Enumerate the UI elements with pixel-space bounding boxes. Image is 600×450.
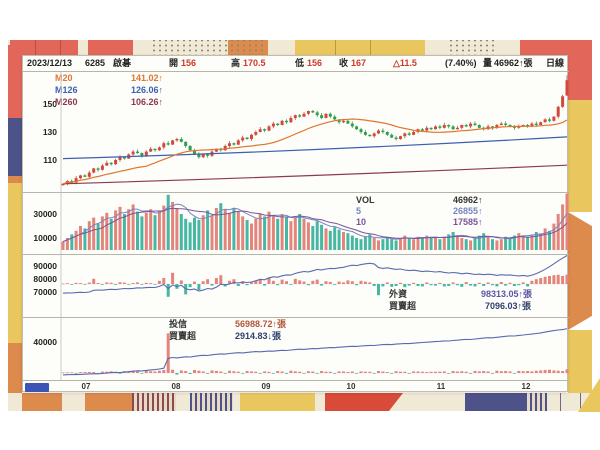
close-value: 167: [351, 58, 367, 68]
stock-code: 6285: [85, 58, 106, 68]
panel-divider: [23, 192, 569, 193]
decor-block: [10, 40, 78, 57]
decor-stripes: [132, 393, 176, 411]
low-label: 低: [295, 58, 305, 68]
period-selector[interactable]: 日線: [545, 58, 564, 68]
decor-dots: [447, 40, 495, 57]
month-label: 07: [81, 382, 91, 391]
decor-block: [88, 40, 133, 57]
decor-divider: [60, 40, 61, 57]
stock-name: 啟碁: [113, 58, 132, 68]
ma20-label: M20: [55, 73, 73, 83]
low-value: 156: [307, 58, 323, 68]
ma126-value: 126.06↑: [131, 85, 164, 95]
decor-divider: [560, 393, 561, 411]
price-ytick: 110: [43, 155, 57, 165]
price-ytick: 150: [42, 99, 57, 109]
bottom-left-badge[interactable]: [25, 383, 49, 392]
vol-legend-label: VOL: [356, 195, 375, 205]
trust-ytick: 40000: [33, 337, 57, 347]
decor-block: [22, 393, 62, 411]
foreign-net-label: 買賣超: [389, 301, 417, 311]
high-label: 高: [231, 58, 241, 68]
decor-stripes: [190, 393, 233, 411]
foreign-chart-svg: [60, 255, 569, 317]
decor-divider: [35, 40, 36, 57]
panel-divider: [23, 380, 569, 381]
chart-window: 2023/12/13 6285 啟碁 開 156 高 170.5 低 156 收…: [22, 55, 569, 392]
decor-block: [240, 393, 315, 411]
change-value: △11.5: [393, 58, 417, 68]
foreign-label: 外資: [389, 289, 408, 299]
decor-block: [568, 330, 592, 400]
vol-ma5-value: 26855↑: [453, 206, 483, 216]
volume-value: 46962↑張: [494, 58, 533, 68]
ma20-value: 141.02↑: [131, 73, 164, 83]
ma260-value: 106.26↑: [131, 97, 164, 107]
close-label: 收: [339, 58, 349, 68]
month-label: 10: [346, 382, 356, 391]
month-label: 08: [171, 382, 181, 391]
decor-block: [8, 45, 22, 118]
decor-block: [8, 183, 22, 343]
foreign-ytick: 80000: [33, 274, 57, 284]
decor-bottom-band: [8, 393, 600, 411]
decor-top-band: [8, 40, 592, 57]
decor-dots: [150, 40, 263, 57]
decor-block: [568, 48, 592, 100]
vol-ma10-value: 17585↑: [453, 217, 483, 227]
ma126-label: M126: [55, 85, 78, 95]
month-label: 12: [521, 382, 531, 391]
price-chart-svg: [60, 72, 569, 192]
panel-divider: [23, 254, 569, 255]
foreign-ytick: 90000: [33, 261, 57, 271]
decor-left-strip: [8, 45, 22, 400]
decor-right-strip: [568, 48, 592, 400]
trust-label: 投信: [169, 319, 188, 329]
open-label: 開: [169, 58, 179, 68]
open-value: 156: [181, 58, 197, 68]
change-percent: (7.40%): [445, 58, 477, 68]
decor-block: [8, 176, 22, 183]
decor-wedge: [325, 393, 403, 411]
price-ytick: 130: [42, 127, 57, 137]
decor-block: [8, 118, 22, 176]
foreign-net-value: 7096.03↑張: [485, 301, 532, 311]
decor-block: [295, 40, 425, 57]
volume-ytick: 30000: [33, 209, 57, 219]
vol-ma10-label: 10: [356, 217, 367, 227]
volume-label: 量: [483, 58, 493, 68]
month-label: 09: [261, 382, 271, 391]
high-value: 170.5: [243, 58, 266, 68]
foreign-value: 98313.05↑張: [481, 289, 533, 299]
quote-date: 2023/12/13: [27, 58, 73, 68]
panel-divider: [23, 317, 569, 318]
decor-block: [568, 100, 592, 212]
decor-divider: [580, 393, 581, 411]
decor-block: [8, 343, 22, 400]
decor-divider: [335, 40, 336, 57]
ma260-label: M260: [55, 97, 78, 107]
volume-chart-svg: [60, 193, 569, 254]
volume-ytick: 10000: [33, 233, 57, 243]
trust-net-label: 買賣超: [169, 331, 197, 341]
decor-block: [85, 393, 140, 411]
vol-ma5-label: 5: [356, 206, 362, 216]
decor-divider: [370, 40, 371, 57]
decor-block: [465, 393, 540, 411]
panel-divider: [23, 71, 569, 72]
month-label: 11: [436, 382, 446, 391]
trust-net-value: 2914.83↓張: [235, 331, 282, 341]
decor-stripes: [525, 393, 547, 411]
trust-chart-svg: [60, 318, 569, 380]
vol-legend-value: 46962↑: [453, 195, 483, 205]
trust-value: 56988.72↑張: [235, 319, 287, 329]
decor-wedge: [568, 212, 592, 330]
foreign-ytick: 70000: [33, 287, 57, 297]
